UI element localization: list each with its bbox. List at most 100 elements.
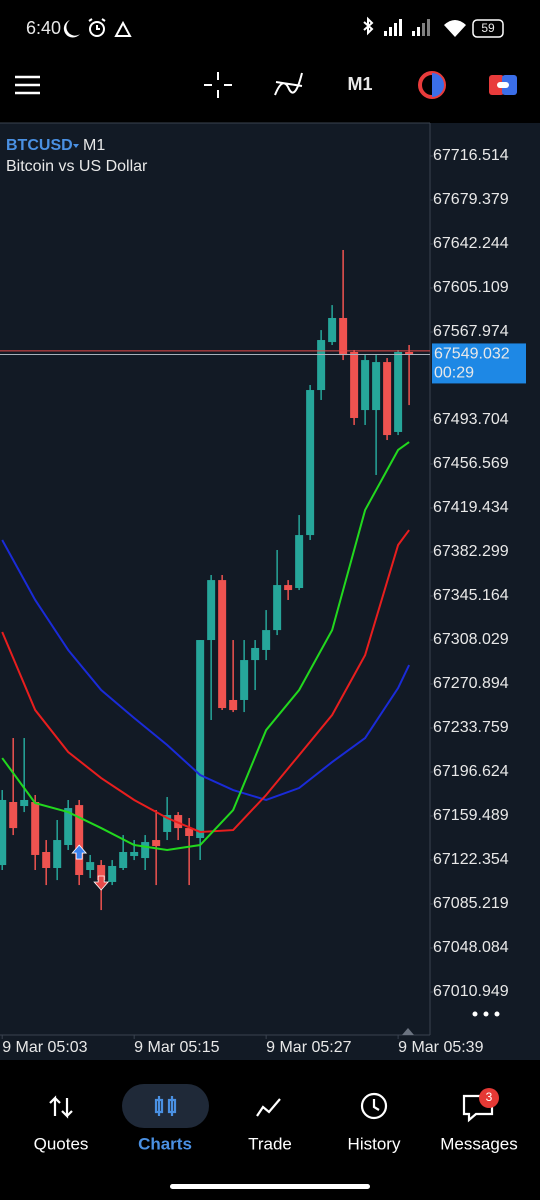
- candle-body: [240, 660, 249, 700]
- status-time: 6:40: [26, 18, 61, 38]
- x-tick-label: 9 Mar 05:03: [2, 1039, 87, 1056]
- candle-body: [75, 805, 84, 875]
- candle-body: [306, 390, 315, 536]
- candle-body: [31, 801, 40, 855]
- candle-body: [361, 360, 370, 411]
- trade-marker: [71, 844, 88, 860]
- candle-body: [108, 865, 117, 882]
- last-price-label: 67549.032: [434, 346, 510, 363]
- candle-body: [218, 580, 227, 709]
- candle-body: [130, 852, 139, 857]
- candle-body: [119, 852, 128, 868]
- y-tick-label: 67010.949: [433, 983, 509, 1000]
- y-tick-label: 67233.759: [433, 719, 509, 736]
- y-tick-label: 67716.514: [433, 147, 509, 164]
- candle-body: [328, 317, 337, 343]
- x-tick-label: 9 Mar 05:27: [266, 1039, 351, 1056]
- nav-label[interactable]: Messages: [440, 1134, 517, 1153]
- candle-body: [284, 585, 293, 591]
- candle-body: [0, 799, 7, 866]
- candle-body: [251, 647, 260, 661]
- x-tick-label: 9 Mar 05:15: [134, 1039, 219, 1056]
- price-label-box: [432, 343, 526, 384]
- candle-body: [20, 799, 29, 807]
- crosshair-button[interactable]: [204, 72, 232, 98]
- depth-button[interactable]: [489, 75, 517, 95]
- trade-button[interactable]: [418, 71, 446, 99]
- candle-body: [42, 852, 51, 868]
- y-tick-label: 67196.624: [433, 763, 509, 780]
- nav-icons: [49, 1092, 494, 1123]
- scroll-marker: [402, 1028, 414, 1035]
- candle-body: [273, 585, 282, 631]
- y-tick-label: 67605.109: [433, 279, 509, 296]
- candle-body: [394, 351, 403, 432]
- candle-body: [86, 862, 95, 871]
- trade-marker: [93, 875, 110, 891]
- y-tick-label: 67456.569: [433, 455, 509, 472]
- symbol-dropdown[interactable]: [73, 144, 79, 148]
- candle-body: [141, 842, 150, 859]
- y-tick-label: 67493.704: [433, 411, 509, 428]
- candle-body: [185, 828, 194, 837]
- nav-label[interactable]: Quotes: [34, 1134, 89, 1153]
- battery-level: 59: [481, 21, 495, 35]
- plot-area: [0, 249, 414, 911]
- y-tick-label: 67048.084: [433, 939, 509, 956]
- more-button[interactable]: [472, 1011, 500, 1017]
- candle-body: [207, 580, 216, 641]
- nav-label[interactable]: Charts: [138, 1134, 192, 1153]
- candle-body: [174, 815, 183, 829]
- candle-body: [372, 362, 381, 411]
- candle-body: [64, 808, 73, 846]
- candle-body: [317, 340, 326, 391]
- y-tick-label: 67567.974: [433, 323, 509, 340]
- candle-body: [405, 351, 414, 355]
- candle-body: [262, 630, 271, 650]
- y-tick-label: 67679.379: [433, 191, 509, 208]
- candle-body: [339, 317, 348, 356]
- menu-button[interactable]: [15, 75, 40, 95]
- candle-body: [9, 801, 18, 829]
- y-tick-label: 67122.354: [433, 851, 509, 868]
- battery: [472, 19, 504, 38]
- bottom-nav: [0, 1060, 540, 1200]
- chart-description: Bitcoin vs US Dollar: [6, 158, 148, 175]
- y-tick-label: 67085.219: [433, 895, 509, 912]
- y-tick-label: 67642.244: [433, 235, 509, 252]
- timeframe-button[interactable]: M1: [347, 74, 372, 94]
- active-tab-pill: [122, 1084, 209, 1128]
- signal-icons: [384, 19, 466, 37]
- ma-line: [1, 539, 411, 802]
- candle-body: [163, 815, 172, 832]
- candle-body: [97, 865, 106, 881]
- candle-body: [383, 362, 392, 436]
- candle-body: [196, 640, 205, 839]
- home-indicator: [170, 1184, 370, 1189]
- nav-label[interactable]: History: [348, 1134, 401, 1153]
- ma-line: [1, 529, 410, 833]
- y-tick-label: 67159.489: [433, 807, 509, 824]
- ma-line: [1, 441, 410, 851]
- candle-body: [53, 840, 62, 868]
- nav-label[interactable]: Trade: [248, 1134, 292, 1153]
- y-tick-label: 67345.164: [433, 587, 509, 604]
- nav-badge-count: 3: [486, 1090, 493, 1104]
- y-tick-label: 67270.894: [433, 675, 509, 692]
- status-icons: [63, 16, 374, 38]
- y-tick-label: 67419.434: [433, 499, 509, 516]
- x-tick-label: 9 Mar 05:39: [398, 1039, 483, 1056]
- chart-symbol[interactable]: BTCUSD: [6, 137, 73, 154]
- y-tick-label: 67308.029: [433, 631, 509, 648]
- indicators-button[interactable]: [274, 72, 303, 96]
- bar-countdown: 00:29: [434, 365, 474, 382]
- candle-body: [295, 535, 304, 589]
- chart-timeframe: M1: [83, 137, 105, 154]
- candle-body: [152, 840, 161, 847]
- nav-items: Quotes Charts Trade History Messages 3: [34, 1088, 518, 1153]
- y-tick-label: 67382.299: [433, 543, 509, 560]
- candle-body: [229, 699, 238, 711]
- chart-panel: [0, 123, 540, 1060]
